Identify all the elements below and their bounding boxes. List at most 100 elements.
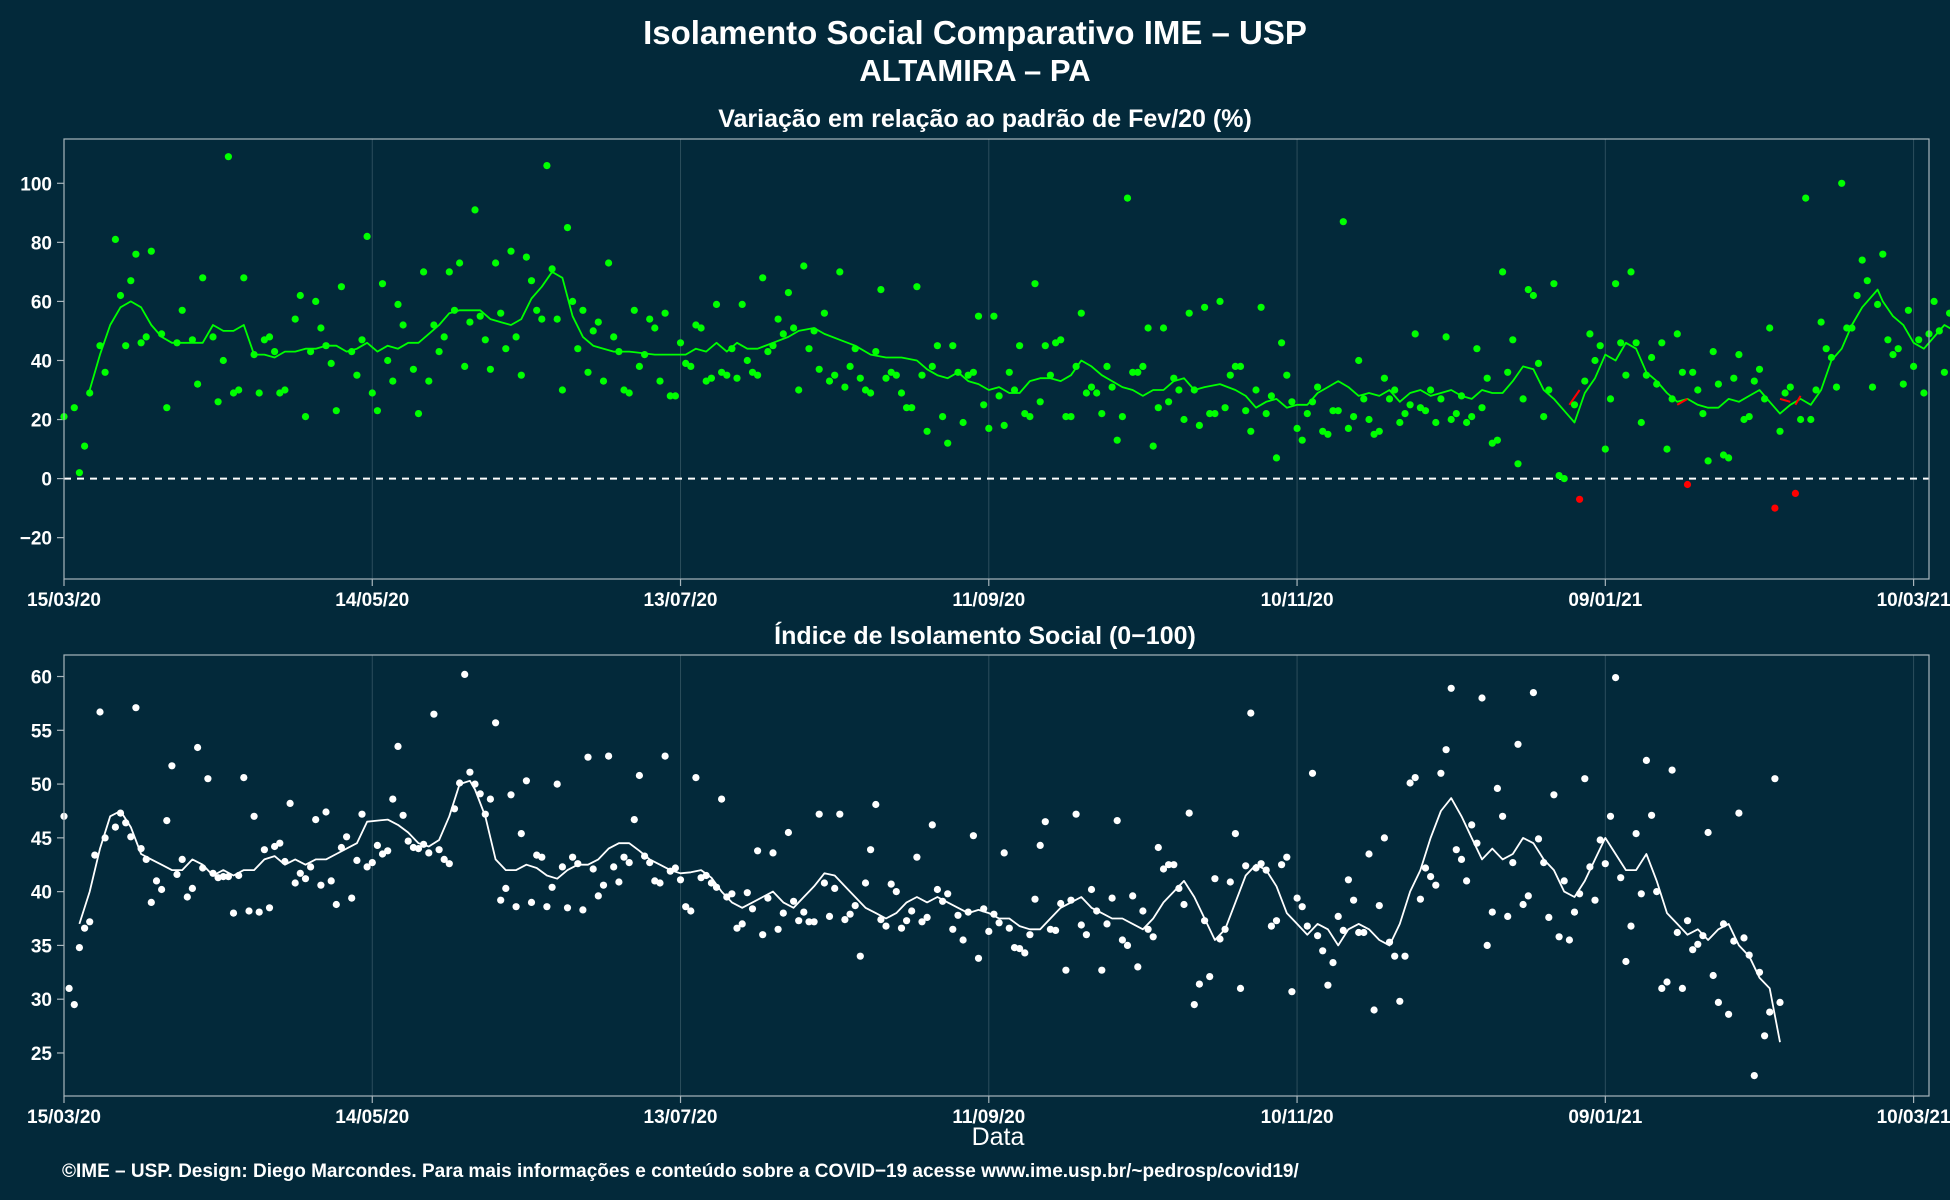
daily-data-point: [1298, 436, 1306, 444]
daily-data-point: [250, 351, 258, 359]
daily-data-point: [296, 869, 304, 877]
daily-data-point: [1165, 398, 1173, 406]
daily-data-point: [1606, 395, 1615, 403]
daily-data-point: [903, 917, 911, 925]
daily-data-point: [1797, 415, 1805, 424]
daily-data-point: [887, 880, 895, 888]
daily-data-point: [1519, 900, 1527, 909]
daily-data-point: [676, 339, 685, 347]
daily-data-point: [1827, 353, 1835, 362]
daily-data-point: [1771, 504, 1779, 512]
daily-data-point: [224, 153, 232, 161]
daily-data-point: [949, 342, 957, 350]
daily-data-point: [831, 884, 839, 893]
daily-data-point: [1591, 356, 1599, 365]
daily-data-point: [574, 345, 582, 353]
daily-data-point: [1216, 297, 1224, 305]
daily-data-point: [1499, 812, 1507, 820]
daily-data-point: [1817, 318, 1825, 326]
daily-data-point: [1283, 371, 1291, 379]
daily-data-point: [892, 888, 900, 896]
daily-data-point: [1678, 984, 1686, 993]
daily-data-point: [466, 318, 474, 326]
daily-data-point: [707, 374, 716, 382]
daily-data-point: [1170, 374, 1178, 382]
daily-data-point: [569, 853, 577, 861]
daily-data-point: [132, 250, 140, 258]
y-tick-label: 35: [31, 936, 53, 957]
daily-data-point: [661, 752, 669, 760]
moving-average-line: [88, 271, 1950, 424]
daily-data-point: [1848, 324, 1856, 332]
daily-data-point: [255, 389, 263, 397]
daily-data-point: [795, 917, 803, 925]
daily-data-point: [1221, 404, 1229, 412]
daily-data-point: [784, 828, 793, 837]
daily-data-point: [1755, 968, 1764, 976]
daily-data-point: [605, 259, 613, 267]
daily-data-point: [1719, 920, 1728, 928]
daily-data-point: [327, 877, 335, 885]
daily-data-point: [918, 371, 926, 379]
daily-data-point: [163, 817, 171, 825]
daily-data-point: [995, 392, 1003, 400]
daily-data-point: [435, 846, 443, 854]
daily-data-point: [1447, 415, 1455, 424]
daily-data-point: [476, 312, 484, 320]
daily-data-point: [646, 315, 654, 323]
daily-data-point: [322, 342, 330, 350]
daily-data-point: [846, 910, 854, 918]
daily-data-point: [1761, 395, 1769, 403]
x-tick-label: 15/03/20: [27, 590, 101, 611]
daily-data-point: [1211, 875, 1219, 883]
daily-data-point: [219, 873, 227, 881]
daily-data-point: [589, 865, 597, 873]
daily-data-point: [1550, 791, 1558, 799]
daily-data-point: [1195, 421, 1203, 429]
daily-data-point: [1067, 413, 1075, 421]
daily-data-point: [389, 795, 397, 803]
daily-data-point: [224, 873, 232, 881]
daily-data-point: [183, 893, 191, 901]
daily-data-point: [825, 912, 834, 921]
daily-data-point: [702, 871, 710, 880]
daily-data-point: [137, 339, 145, 347]
daily-data-point: [1930, 297, 1938, 305]
daily-data-point: [456, 779, 464, 787]
daily-data-point: [584, 753, 592, 761]
daily-data-point: [1540, 413, 1548, 421]
daily-data-point: [1540, 859, 1548, 867]
daily-data-point: [954, 911, 962, 919]
daily-data-point: [1750, 1072, 1758, 1080]
daily-data-point: [1581, 775, 1589, 783]
daily-data-point: [111, 235, 119, 243]
daily-data-point: [800, 908, 808, 916]
daily-data-point: [1242, 407, 1250, 415]
daily-data-point: [764, 894, 772, 902]
daily-data-point: [368, 859, 376, 867]
daily-data-point: [1082, 389, 1090, 397]
daily-data-point: [1750, 377, 1758, 385]
daily-data-point: [378, 280, 387, 288]
daily-data-point: [610, 863, 618, 871]
daily-data-point: [188, 336, 196, 344]
daily-data-point: [1375, 427, 1383, 435]
daily-data-point: [1694, 940, 1702, 948]
daily-data-point: [1463, 418, 1471, 427]
daily-data-point: [825, 377, 834, 385]
daily-data-point: [420, 268, 428, 276]
daily-data-point: [1689, 946, 1697, 954]
negative-trend-segment: [1568, 389, 1581, 406]
daily-data-point: [687, 362, 695, 370]
y-tick-label: 40: [31, 883, 52, 904]
daily-data-point: [440, 333, 448, 341]
daily-data-point: [1324, 981, 1332, 989]
daily-data-point: [260, 846, 268, 854]
daily-data-point: [605, 752, 613, 760]
daily-data-point: [1776, 998, 1784, 1007]
daily-data-point: [348, 348, 356, 356]
daily-data-point: [1457, 855, 1466, 864]
panel1-title: Variação em relação ao padrão de Fev/20 …: [718, 105, 1252, 133]
daily-data-point: [486, 365, 494, 373]
daily-data-point: [1247, 427, 1255, 435]
